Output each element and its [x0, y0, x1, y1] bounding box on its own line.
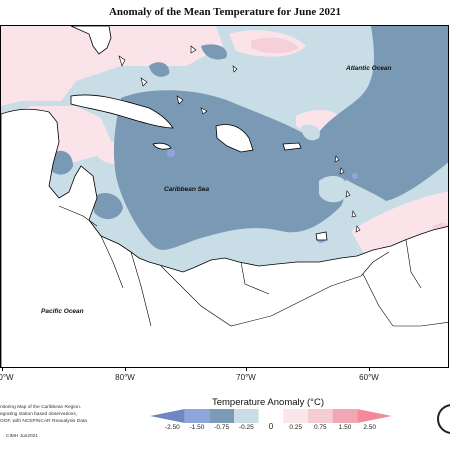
legend-tick-label: 0.25	[289, 424, 302, 431]
legend-cell	[332, 409, 358, 423]
anomaly-map-canvas	[1, 26, 448, 367]
caribbean-sea-label: Caribbean Sea	[164, 186, 210, 193]
legend-cell	[283, 409, 308, 423]
lon-label-60: 60°W	[359, 373, 379, 382]
lon-label-70: 70°W	[236, 373, 256, 382]
legend-tick-label: -0.75	[214, 424, 230, 431]
legend-cell	[308, 409, 333, 423]
legend-tick-label: 2.50	[363, 424, 376, 431]
yucatan-mexico-landmass	[1, 108, 448, 367]
florida-landmass	[70, 26, 112, 55]
atlantic-ocean-label: Atlantic Ocean	[346, 65, 392, 72]
small-islands	[118, 45, 361, 233]
lon-tick-60	[369, 367, 370, 371]
lon-label-90: 0°W	[0, 373, 14, 382]
anomaly-map: Atlantic Ocean Caribbean Sea Pacific Oce…	[0, 25, 449, 368]
land-masses	[1, 26, 448, 367]
legend-tick-label: 0	[268, 422, 274, 431]
legend-tick-label: -2.50	[164, 424, 180, 431]
puerto-rico-landmass	[282, 142, 302, 151]
lon-tick-70	[246, 367, 247, 371]
credit-line-1: nitoring Map of the Caribbean Region.	[0, 405, 82, 410]
legend-cell	[234, 409, 259, 423]
legend-tick-label: 0.75	[314, 424, 327, 431]
legend-tick-label: -0.25	[238, 424, 254, 431]
lon-label-80: 80°W	[115, 373, 135, 382]
legend-cell	[150, 409, 185, 423]
hispaniola-landmass	[215, 124, 254, 153]
jamaica-landmass	[152, 142, 172, 150]
legend-cell	[258, 409, 284, 423]
credit-line-4: CIMH Jun2021	[6, 434, 38, 439]
legend-cell	[184, 409, 210, 423]
cuba-landmass	[70, 94, 174, 129]
legend-tick-label: 1.50	[338, 424, 352, 431]
lon-tick-90	[2, 367, 3, 371]
credit-line-2: egrating station based observations,	[0, 412, 78, 417]
country-borders	[58, 205, 448, 327]
light-cool-pockets	[301, 124, 377, 218]
legend-tick-label: -1.50	[189, 424, 205, 431]
trinidad-landmass	[315, 231, 328, 241]
legend-colorbar	[150, 409, 392, 423]
pacific-ocean-label: Pacific Ocean	[41, 308, 84, 315]
strong-cool-regions	[49, 26, 448, 250]
cimh-logo	[437, 404, 450, 434]
lon-tick-80	[125, 367, 126, 371]
map-title: Anomaly of the Mean Temperature for June…	[108, 6, 342, 18]
legend-cell	[209, 409, 234, 423]
legend-cell	[357, 409, 392, 423]
credit-line-3: OOF, with NCEP/NCAR Reanalysis Data	[0, 419, 87, 424]
legend-title: Temperature Anomaly (°C)	[211, 397, 325, 408]
